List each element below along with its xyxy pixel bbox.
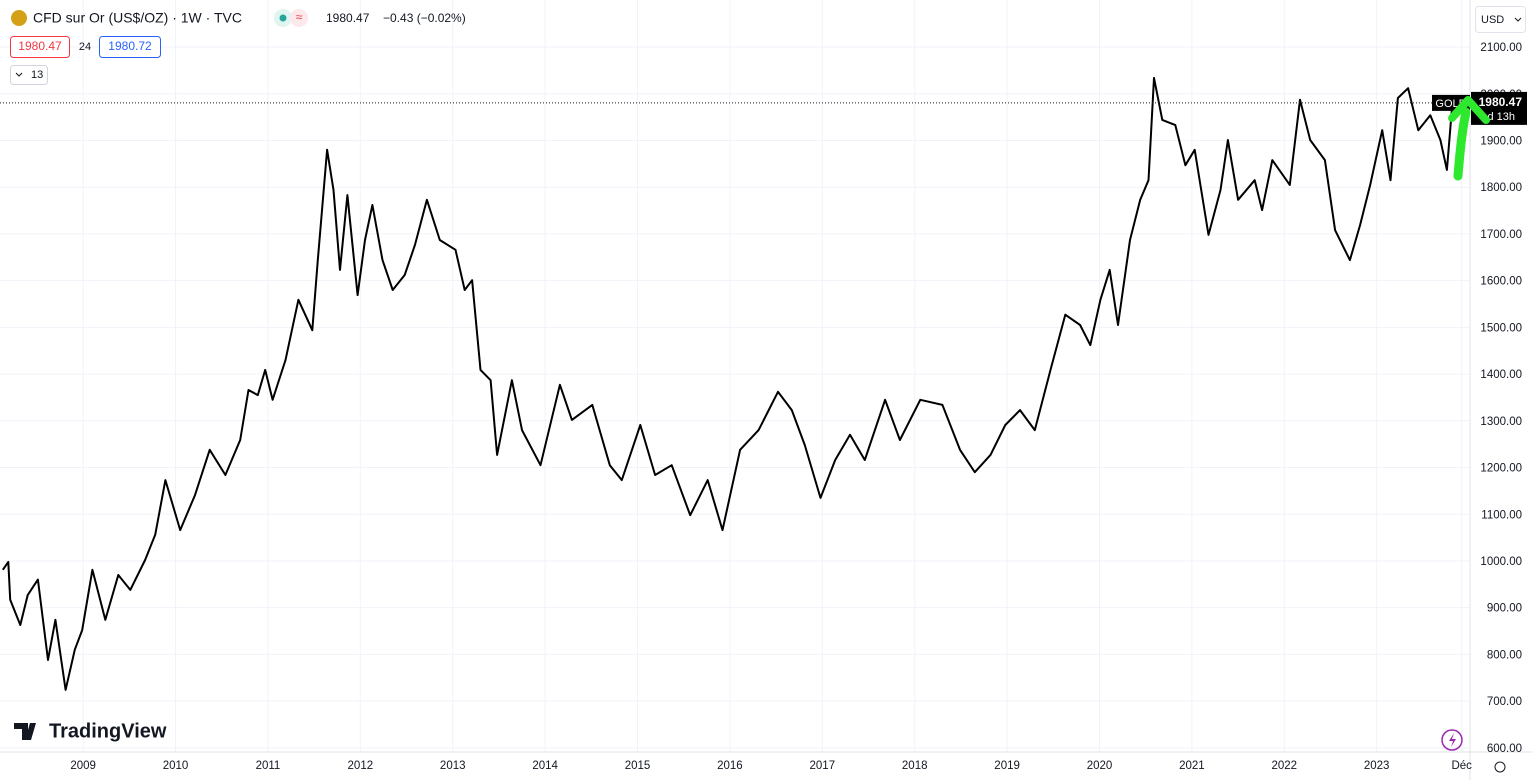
annotation-arrow bbox=[1453, 107, 1471, 181]
y-tick-label: 2100.00 bbox=[1480, 42, 1522, 54]
chevron bbox=[15, 72, 23, 77]
y-tick-label: 1200.00 bbox=[1480, 463, 1522, 475]
settings-button[interactable] bbox=[1494, 761, 1506, 773]
x-tick-label: 2017 bbox=[810, 760, 836, 772]
x-tick-label: 2023 bbox=[1364, 760, 1390, 772]
spread: 24 bbox=[79, 41, 91, 53]
header-change: −0.43 (−0.02%) bbox=[383, 11, 466, 25]
ask-price: 1980.72 bbox=[108, 39, 152, 53]
status-icon: ≈ bbox=[296, 10, 303, 24]
bid-price: 1980.47 bbox=[18, 39, 62, 53]
x-tick-label: 2022 bbox=[1271, 760, 1297, 772]
y-tick-label: 1700.00 bbox=[1480, 229, 1522, 241]
y-tick-label: 1000.00 bbox=[1480, 556, 1522, 568]
y-tick-label: 1300.00 bbox=[1480, 416, 1522, 428]
bid-box[interactable] bbox=[10, 36, 70, 58]
price-tag-label: 1980.47 bbox=[1479, 95, 1523, 109]
y-tick-label: 1900.00 bbox=[1480, 136, 1522, 148]
lightning-icon bbox=[1449, 733, 1456, 747]
x-tick-label: 2020 bbox=[1087, 760, 1113, 772]
y-tick-label: 900.00 bbox=[1487, 603, 1522, 615]
logo-icon bbox=[14, 723, 36, 740]
x-tick-label: 2014 bbox=[532, 760, 558, 772]
symbol-icon bbox=[11, 10, 27, 26]
lightning-button[interactable] bbox=[1441, 729, 1463, 751]
x-tick-label: 2018 bbox=[902, 760, 928, 772]
y-tick-label: 1500.00 bbox=[1480, 322, 1522, 334]
x-tick-label: 2010 bbox=[163, 760, 189, 772]
x-tick-label: 2021 bbox=[1179, 760, 1205, 772]
y-tick-label: 1600.00 bbox=[1480, 276, 1522, 288]
header-price: 1980.47 bbox=[326, 11, 370, 25]
ask-box[interactable] bbox=[99, 36, 161, 58]
x-tick-label: 2012 bbox=[348, 760, 374, 772]
x-tick-label: 2011 bbox=[256, 760, 281, 772]
y-tick-label: 1800.00 bbox=[1480, 182, 1522, 194]
x-tick-label: 2016 bbox=[717, 760, 743, 772]
x-tick-label: Déc bbox=[1451, 760, 1472, 772]
y-tick-label: 800.00 bbox=[1487, 649, 1522, 661]
y-tick-label: 600.00 bbox=[1487, 743, 1522, 755]
indicators-toggle[interactable] bbox=[10, 65, 48, 85]
status-badge bbox=[290, 9, 308, 27]
currency: USD bbox=[1481, 14, 1504, 26]
x-tick-label: 2013 bbox=[440, 760, 466, 772]
annotation-arrowhead bbox=[1448, 96, 1490, 124]
x-tick-label: 2009 bbox=[70, 760, 96, 772]
chevron bbox=[1514, 17, 1522, 22]
x-tick-label: 2015 bbox=[625, 760, 651, 772]
price-line bbox=[1, 76, 1454, 691]
symbol-title: CFD sur Or (US$/OZ) · 1W · TVC bbox=[33, 10, 242, 26]
y-tick-label: 1400.00 bbox=[1480, 369, 1522, 381]
indicators-count: 13 bbox=[31, 69, 43, 81]
logo-text: TradingView bbox=[49, 720, 167, 742]
currency-select[interactable] bbox=[1475, 6, 1526, 33]
status-dot bbox=[279, 14, 287, 22]
y-tick-label: 1100.00 bbox=[1481, 509, 1522, 521]
y-tick-label: 700.00 bbox=[1487, 696, 1522, 708]
countdown: d 13h bbox=[1487, 111, 1515, 123]
x-tick-label: 2019 bbox=[994, 760, 1020, 772]
